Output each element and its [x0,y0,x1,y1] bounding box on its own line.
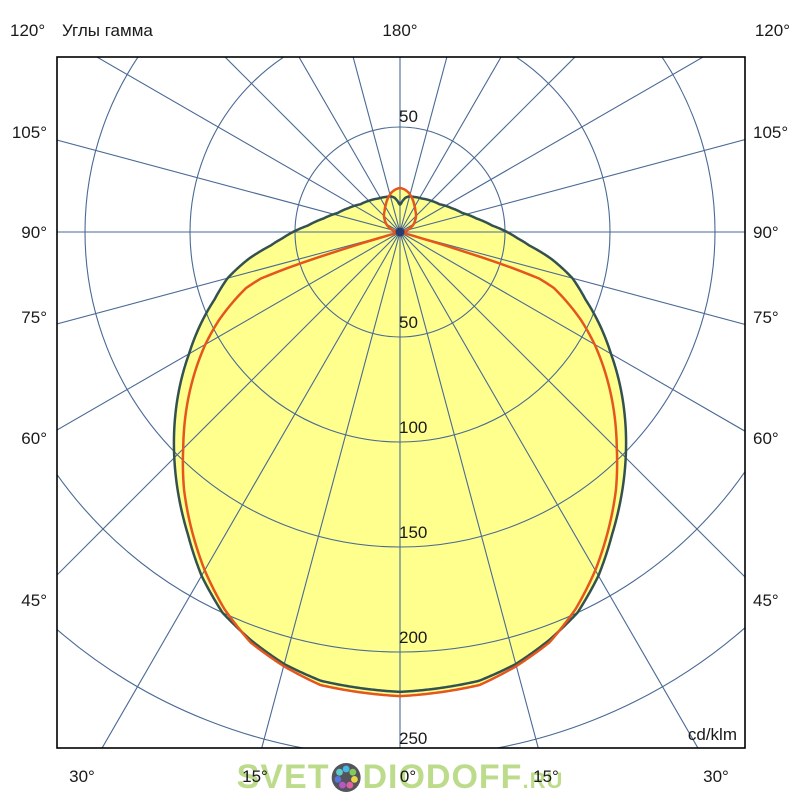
gamma-label-15-br: 15° [533,767,559,786]
curve-red [181,186,619,698]
gamma-label-90-right: 90° [753,223,779,242]
gamma-label-30-bl: 30° [69,767,95,786]
plot-title: Углы гамма [62,21,153,40]
gamma-label-120-left: 120° [10,21,45,40]
polar-center-dot [395,227,405,237]
gamma-label-15-bl: 15° [242,767,268,786]
plot-frame [56,56,746,749]
gamma-label-120-right: 120° [755,21,790,40]
curve-dark [172,195,628,694]
gamma-label-180: 180° [382,21,417,40]
intensity-curves [172,186,628,698]
gamma-label-90-left: 90° [21,223,47,242]
gamma-label-60-right: 60° [753,429,779,448]
gamma-label-0: 0° [400,767,416,786]
watermark-logo-icon [330,762,361,793]
gamma-label-105-left: 105° [12,123,47,142]
radial-tick-50-top: 50 [399,107,418,126]
gamma-label-45-right: 45° [753,591,779,610]
radial-tick-100: 100 [399,418,427,437]
watermark: SVET DIODOFF .RU [237,758,564,797]
gamma-label-105-right: 105° [753,123,788,142]
radial-tick-200: 200 [399,628,427,647]
watermark-text-suffix: DIODOFF [362,758,523,796]
radial-tick-250: 250 [399,729,427,748]
radial-tick-150: 150 [399,523,427,542]
watermark-text-tld: .RU [522,768,564,793]
gamma-label-75-right: 75° [753,308,779,327]
watermark-text-prefix: SVET [236,758,330,796]
gamma-label-45-left: 45° [21,591,47,610]
gamma-label-60-left: 60° [21,429,47,448]
unit-label: cd/klm [688,725,737,744]
radial-tick-50: 50 [399,313,418,332]
gamma-label-75-left: 75° [21,308,47,327]
gamma-label-30-br: 30° [703,767,729,786]
